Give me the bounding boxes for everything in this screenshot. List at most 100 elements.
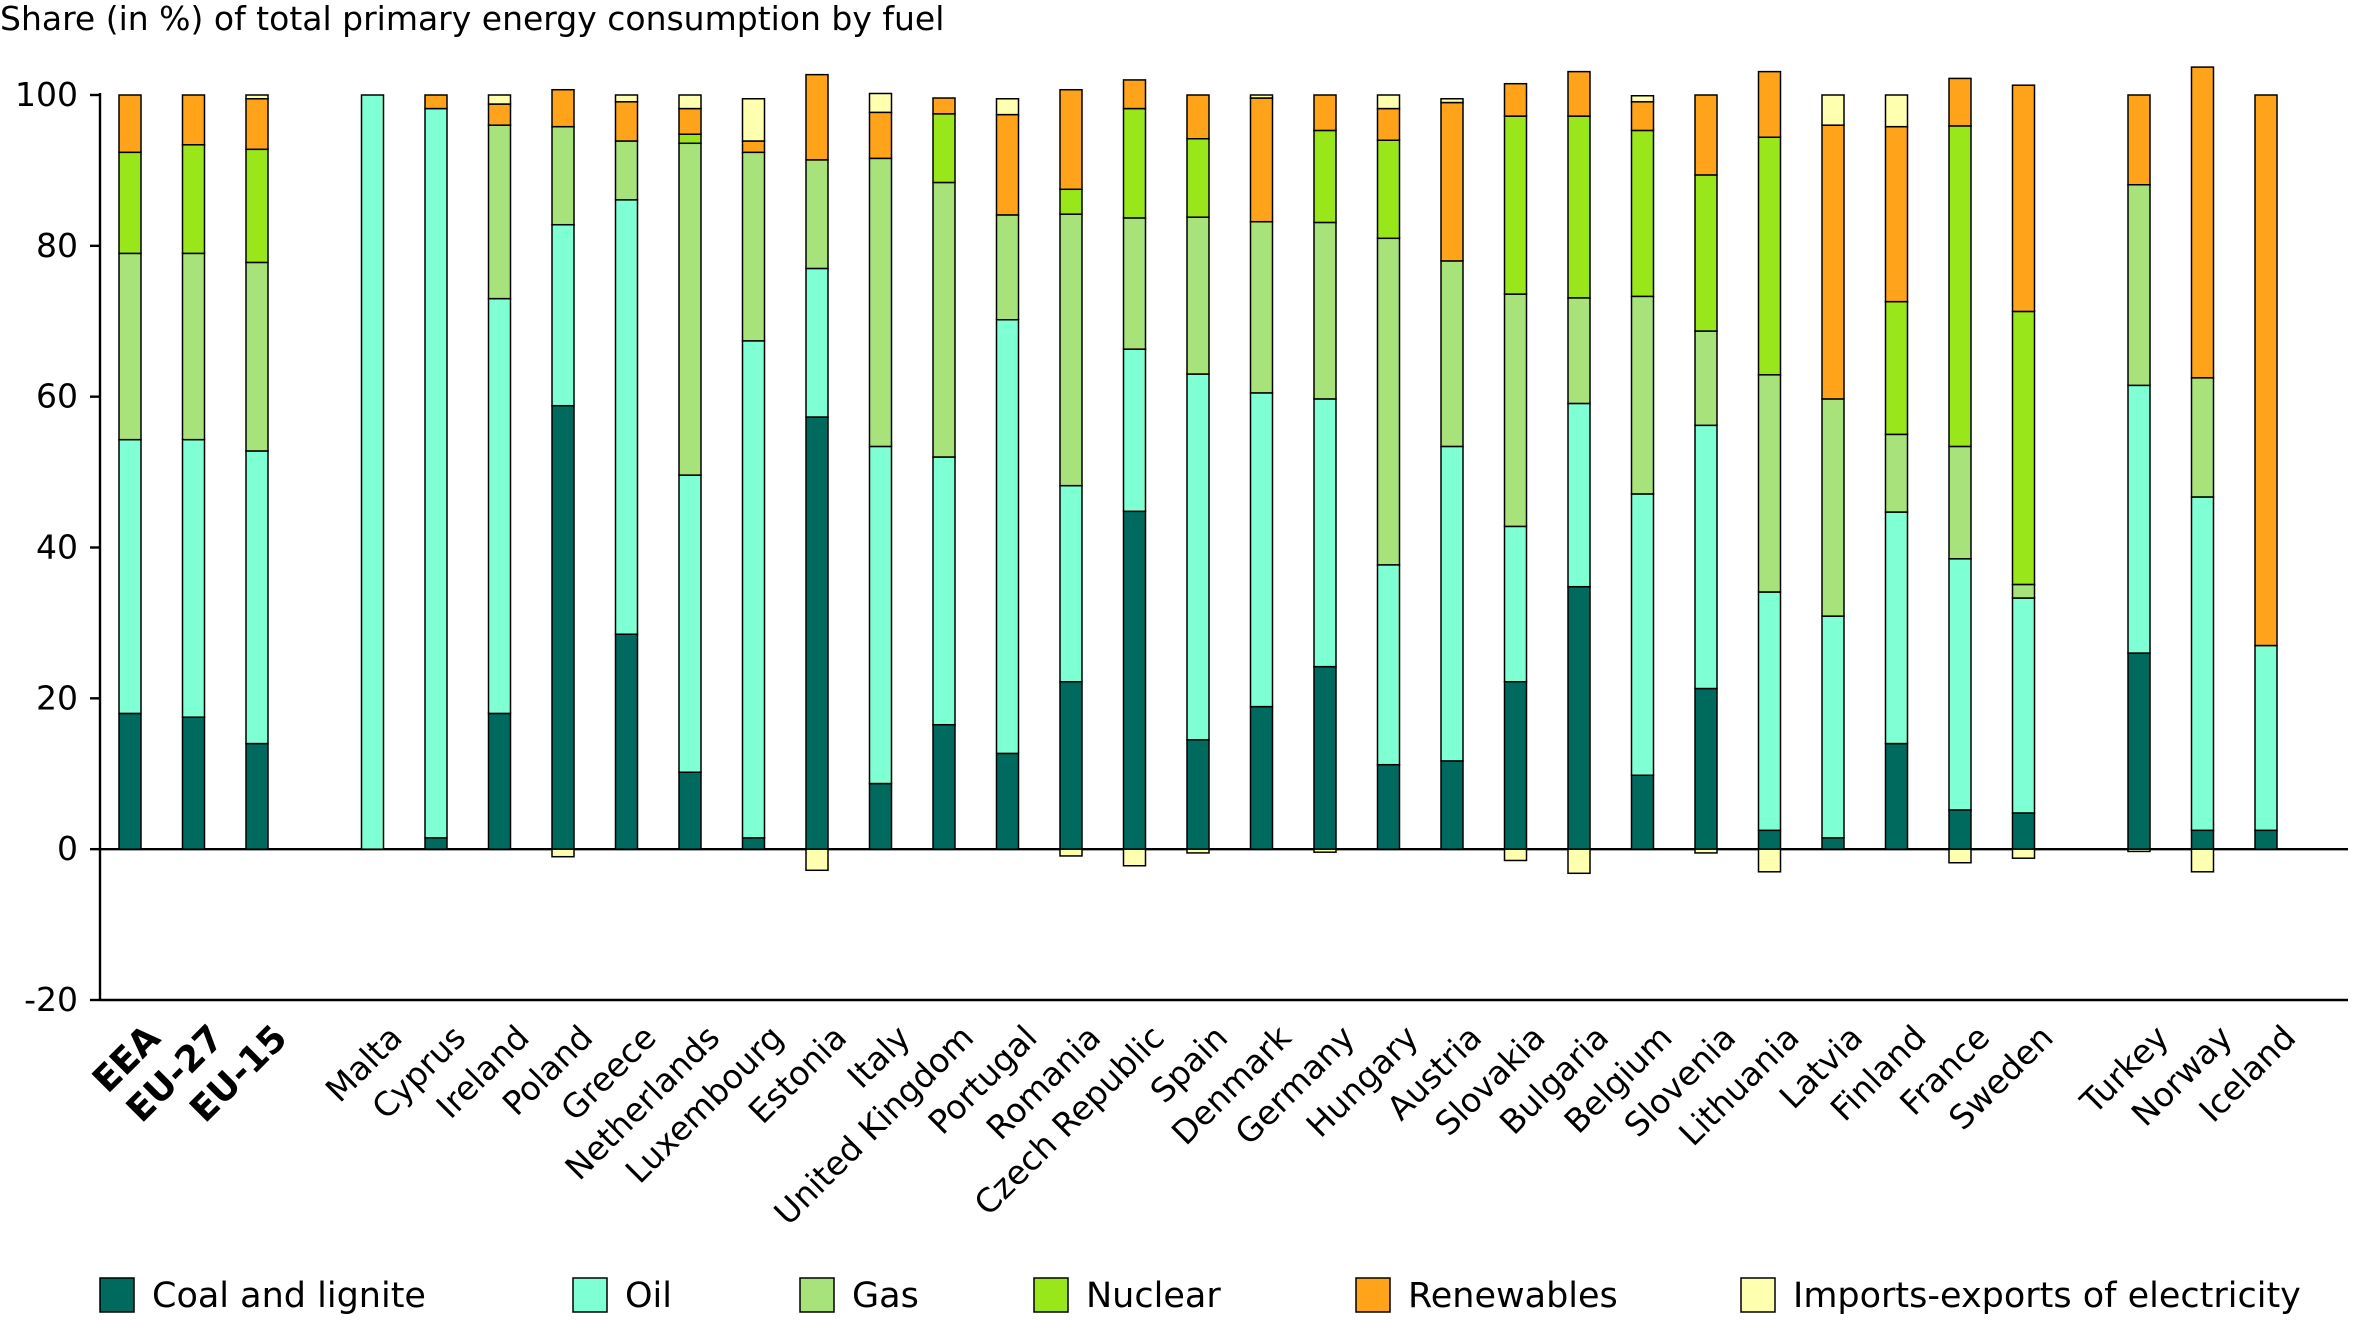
bar-ireland-imports-exports-of-electricity [487, 94, 512, 105]
bar-slovakia-oil [1503, 525, 1528, 683]
bar-turkey-gas [2127, 183, 2151, 387]
bar-united-kingdom-nuclear [932, 113, 956, 184]
bar-portugal-gas [995, 214, 1020, 321]
bar-sweden-imports-exports-of-electricity [2011, 848, 2036, 859]
bar-lithuania-oil [1757, 591, 1782, 832]
bar-spain-coal-and-lignite [1186, 739, 1210, 850]
bar-hungary-oil [1376, 564, 1401, 766]
bar-romania-oil [1059, 484, 1083, 683]
bar-eea-renewables [118, 94, 142, 154]
bar-norway-renewables [2190, 66, 2215, 379]
bar-austria-imports-exports-of-electricity [1440, 98, 1464, 104]
bar-italy-coal-and-lignite [868, 782, 893, 850]
bar-sweden-coal-and-lignite [2011, 812, 2036, 850]
bar-portugal-renewables [995, 113, 1020, 216]
bar-spain-oil [1186, 373, 1210, 741]
bar-austria-renewables [1440, 101, 1464, 262]
bar-austria-gas [1440, 260, 1464, 448]
bar-slovakia-renewables [1503, 82, 1528, 117]
bar-sweden-gas [2011, 583, 2036, 599]
bar-france-oil [1948, 558, 1972, 811]
bar-norway-coal-and-lignite [2190, 829, 2215, 850]
bar-bulgaria-imports-exports-of-electricity [1567, 848, 1591, 875]
bar-czech-republic-nuclear [1122, 107, 1147, 219]
bar-slovakia-nuclear [1503, 115, 1528, 295]
legend-swatch-nuclear [1033, 1277, 1069, 1313]
bar-spain-imports-exports-of-electricity [1186, 848, 1210, 854]
bar-spain-renewables [1186, 94, 1210, 140]
bar-cyprus-renewables [424, 94, 448, 110]
y-tick-label: 0 [57, 829, 78, 868]
bar-norway-gas [2190, 377, 2215, 498]
bar-luxembourg-renewables [741, 140, 766, 154]
bar-ireland-oil [487, 297, 512, 715]
bar-germany-imports-exports-of-electricity [1313, 848, 1337, 853]
bar-eea-coal-and-lignite [118, 712, 142, 850]
bar-netherlands-oil [678, 474, 702, 773]
bar-estonia-gas [805, 159, 829, 270]
bar-czech-republic-gas [1122, 217, 1147, 350]
bar-belgium-renewables [1630, 101, 1655, 132]
bar-czech-republic-renewables [1122, 79, 1147, 110]
bar-belgium-nuclear [1630, 129, 1655, 298]
bar-slovakia-gas [1503, 293, 1528, 528]
legend-label-coal-and-lignite: Coal and lignite [152, 1276, 426, 1316]
bar-romania-imports-exports-of-electricity [1059, 848, 1083, 857]
bar-greece-oil [614, 199, 639, 635]
bar-eu-15-nuclear [245, 148, 269, 264]
y-tick-label: 100 [15, 75, 78, 114]
bar-iceland-coal-and-lignite [2254, 829, 2278, 850]
bar-belgium-imports-exports-of-electricity [1630, 95, 1655, 103]
y-tick-label: 40 [36, 528, 78, 567]
bar-belgium-oil [1630, 493, 1655, 777]
bar-latvia-gas [1821, 398, 1845, 617]
legend-label-renewables: Renewables [1408, 1276, 1618, 1316]
bar-slovenia-oil [1694, 424, 1718, 690]
bar-sweden-nuclear [2011, 310, 2036, 586]
bar-bulgaria-oil [1567, 402, 1591, 588]
y-tick-label: 20 [36, 678, 78, 717]
bar-luxembourg-gas [741, 151, 766, 342]
bar-luxembourg-imports-exports-of-electricity [741, 98, 766, 142]
bar-turkey-renewables [2127, 94, 2151, 186]
bar-italy-imports-exports-of-electricity [868, 92, 893, 114]
legend-swatch-renewables [1355, 1277, 1391, 1313]
bar-netherlands-imports-exports-of-electricity [678, 94, 702, 110]
legend-label-oil: Oil [625, 1276, 672, 1316]
bar-italy-renewables [868, 111, 893, 160]
bar-eu-27-coal-and-lignite [181, 716, 206, 850]
legend-label-gas: Gas [852, 1276, 919, 1316]
bar-hungary-renewables [1376, 107, 1401, 141]
bar-eu-27-gas [181, 252, 206, 441]
bar-poland-gas [551, 125, 575, 226]
bar-hungary-nuclear [1376, 139, 1401, 240]
bar-denmark-gas [1249, 220, 1274, 394]
legend-swatch-imports-exports-of-electricity [1740, 1277, 1776, 1313]
bar-lithuania-renewables [1757, 70, 1782, 138]
bar-lithuania-imports-exports-of-electricity [1757, 848, 1782, 873]
bar-united-kingdom-coal-and-lignite [932, 723, 956, 850]
legend-swatch-gas [799, 1277, 835, 1313]
y-tick-label: 60 [36, 377, 78, 416]
bar-netherlands-nuclear [678, 133, 702, 145]
bar-latvia-oil [1821, 615, 1845, 839]
bar-sweden-oil [2011, 597, 2036, 814]
legend-swatch-oil [572, 1277, 608, 1313]
y-tick-label: -20 [24, 980, 78, 1019]
bar-united-kingdom-renewables [932, 97, 956, 115]
bar-italy-gas [868, 157, 893, 448]
bar-luxembourg-oil [741, 340, 766, 839]
bar-netherlands-coal-and-lignite [678, 771, 702, 850]
bar-iceland-oil [2254, 644, 2278, 832]
bar-poland-renewables [551, 88, 575, 128]
bar-cyprus-coal-and-lignite [424, 837, 448, 850]
bar-latvia-imports-exports-of-electricity [1821, 94, 1845, 126]
bar-germany-coal-and-lignite [1313, 665, 1337, 850]
bars [118, 66, 2278, 875]
bar-sweden-renewables [2011, 84, 2036, 313]
bar-denmark-imports-exports-of-electricity [1249, 94, 1274, 99]
bar-poland-oil [551, 223, 575, 407]
bar-norway-imports-exports-of-electricity [2190, 848, 2215, 873]
bar-denmark-oil [1249, 392, 1274, 708]
